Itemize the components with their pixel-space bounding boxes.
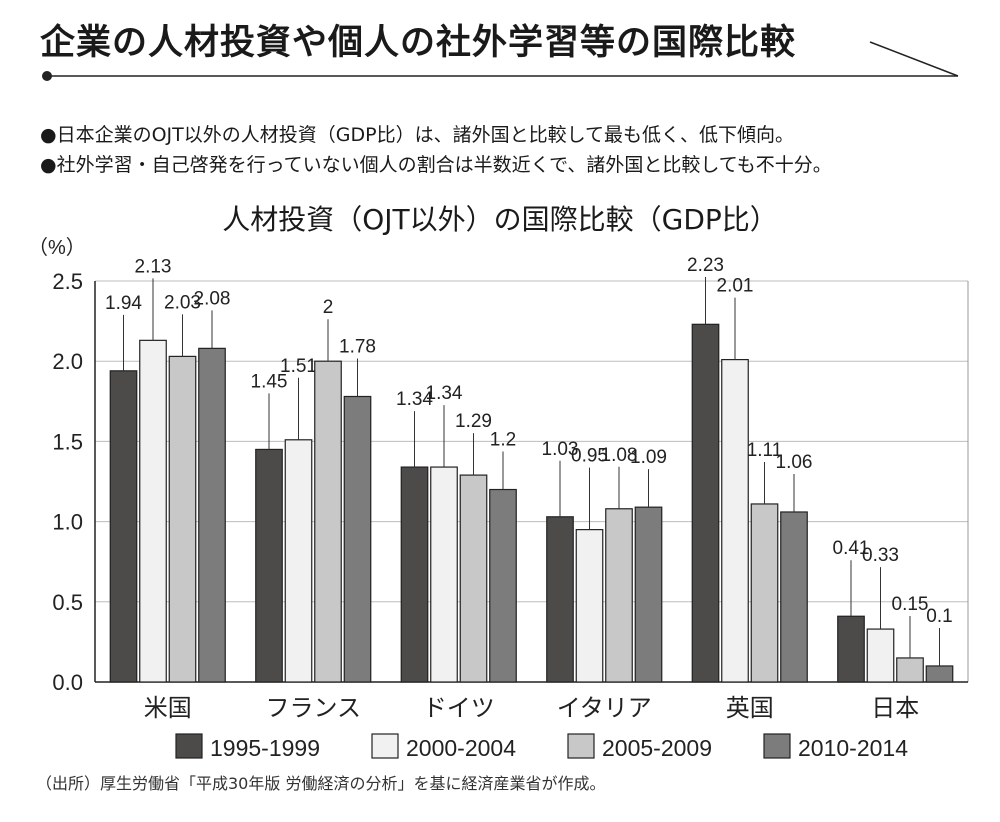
data-label: 1.11 (747, 440, 783, 461)
data-label: 1.51 (280, 356, 317, 377)
bullet-list: ●日本企業のOJT以外の人材投資（GDP比）は、諸外国と比較して最も低く、低下傾… (40, 120, 832, 180)
y-tick-label: 0.5 (52, 590, 83, 615)
legend-swatch (371, 733, 399, 759)
header-rule-slant (869, 41, 959, 77)
legend-label: 2000-2004 (406, 735, 516, 761)
bullet-text: 社外学習・自己啓発を行っていない個人の割合は半数近くで、諸外国と比較しても不十分… (56, 154, 832, 176)
x-tick-label: 日本 (871, 695, 919, 722)
data-label: 1.03 (542, 439, 579, 460)
y-tick-label: 1.0 (52, 510, 83, 535)
data-label: 1.94 (105, 293, 142, 314)
bar (837, 615, 865, 683)
y-tick-label: 2.0 (52, 349, 83, 374)
bar (314, 360, 342, 683)
bar (343, 395, 372, 683)
bullet-item: ●社外学習・自己啓発を行っていない個人の割合は半数近くで、諸外国と比較しても不十… (40, 154, 832, 176)
x-tick-label: 米国 (144, 695, 192, 722)
bar (896, 657, 924, 683)
bar (750, 503, 779, 683)
data-label: 0.41 (833, 538, 870, 559)
bar (925, 665, 954, 683)
bar (255, 448, 283, 683)
data-label: 2 (323, 297, 334, 318)
bar (400, 466, 429, 683)
legend-label: 2010-2014 (798, 735, 908, 761)
data-label: 0.95 (571, 446, 608, 467)
bullet-item: ●日本企業のOJT以外の人材投資（GDP比）は、諸外国と比較して最も低く、低下傾… (40, 124, 795, 146)
x-tick-label: 英国 (726, 695, 774, 722)
y-tick-label: 1.5 (52, 429, 83, 454)
bar (634, 506, 663, 683)
legend-label: 2005-2009 (602, 735, 712, 761)
legend-swatch (175, 733, 203, 759)
bar (198, 347, 226, 683)
data-label: 2.01 (717, 276, 754, 297)
bar (109, 370, 138, 683)
data-label: 0.15 (892, 594, 929, 615)
x-tick-label: ドイツ (423, 695, 495, 722)
data-label: 1.34 (396, 389, 433, 410)
data-label: 1.34 (426, 383, 463, 404)
bar (866, 628, 895, 683)
data-label: 1.2 (490, 430, 516, 451)
data-label: 1.45 (251, 371, 288, 392)
bar (546, 516, 574, 683)
bar (575, 529, 604, 683)
bar (284, 439, 313, 683)
data-label: 2.13 (135, 256, 172, 277)
bullet-text: 日本企業のOJT以外の人材投資（GDP比）は、諸外国と比較して最も低く、低下傾向… (56, 124, 795, 146)
header-underline (42, 41, 959, 81)
data-label: 2.23 (687, 255, 724, 276)
data-label: 1.06 (776, 452, 813, 473)
legend-label: 1995-1999 (210, 735, 320, 761)
bar (721, 358, 749, 683)
data-label: 0.33 (862, 545, 899, 566)
y-tick-label: 2.5 (52, 269, 83, 294)
bar (168, 355, 197, 683)
bar (489, 488, 517, 683)
source-note: （出所）厚生労働省「平成30年版 労働経済の分析」を基に経済産業省が作成。 (36, 774, 606, 793)
legend-swatch (763, 733, 791, 759)
bar (139, 339, 167, 683)
x-tick-label: イタリア (557, 695, 652, 722)
bar (430, 466, 458, 683)
y-tick-label: 0.0 (52, 670, 83, 695)
data-label: 1.78 (339, 336, 376, 357)
x-tick-label: フランス (265, 695, 361, 722)
bar (605, 508, 633, 683)
bar (459, 474, 488, 683)
data-label: 2.03 (164, 292, 201, 313)
chart-title: 人材投資（OJT以外）の国際比較（GDP比） (222, 203, 778, 236)
data-label: 2.08 (194, 288, 231, 309)
data-label: 1.09 (630, 447, 667, 468)
data-label: 1.29 (455, 411, 492, 432)
header-title: 企業の人材投資や個人の社外学習等の国際比較 (40, 23, 797, 63)
bar (691, 323, 720, 683)
data-label: 1.08 (601, 445, 638, 466)
data-label: 0.1 (926, 606, 952, 627)
bar (780, 511, 808, 683)
legend-swatch (567, 733, 595, 759)
y-axis-label: （%） (28, 236, 86, 259)
